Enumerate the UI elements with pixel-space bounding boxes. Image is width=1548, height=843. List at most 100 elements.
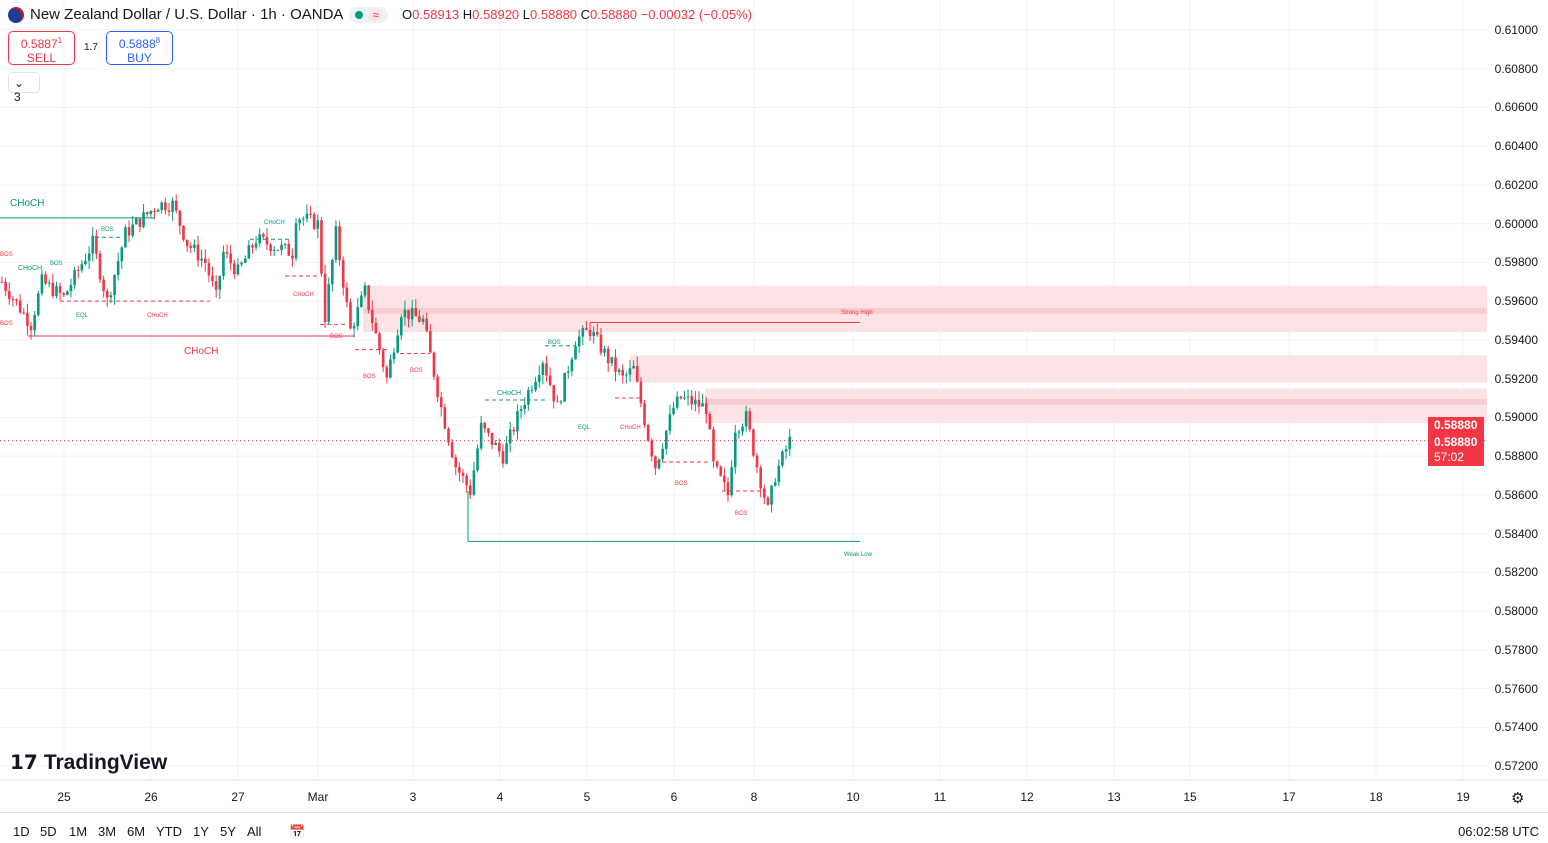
- structure-label: BOS: [363, 374, 376, 380]
- candle-body: [537, 375, 541, 382]
- indicator-count: 3: [14, 90, 21, 104]
- date-range-calendar-icon[interactable]: 📅: [289, 824, 306, 839]
- candle-body: [425, 318, 429, 332]
- candle-body: [18, 300, 22, 313]
- range-button-6m[interactable]: 6M: [127, 824, 146, 839]
- candle-body: [516, 411, 519, 432]
- candle-body: [124, 227, 127, 248]
- candle-body: [62, 293, 66, 295]
- time-tick: 18: [1369, 790, 1383, 804]
- tradingview-logo[interactable]: 𝟭𝟳 TradingView: [10, 750, 167, 775]
- candle-body: [628, 368, 632, 375]
- price-tick: 0.60000: [1494, 216, 1538, 231]
- candle-body: [47, 282, 51, 284]
- price-tick: 0.58600: [1494, 487, 1538, 502]
- range-button-1d[interactable]: 1D: [13, 824, 30, 839]
- candle-body: [414, 308, 418, 317]
- range-button-1m[interactable]: 1M: [69, 824, 88, 839]
- settings-icon[interactable]: ⚙: [1511, 790, 1525, 807]
- low-label: L: [522, 7, 531, 22]
- indicators-toggle[interactable]: ⌄ 3: [8, 72, 40, 104]
- candle-body: [697, 399, 701, 407]
- candle-body: [84, 260, 87, 265]
- price-tick: 0.59200: [1494, 371, 1538, 386]
- candle-body: [744, 411, 748, 427]
- candle-body: [704, 403, 708, 414]
- candle-body: [349, 302, 352, 329]
- candle-body: [396, 335, 399, 353]
- buy-price: 0.5888: [118, 37, 156, 51]
- price-chart[interactable]: CHoCH CHoCH BOS CHoCH BOS EQL CHoCH CHoCH CHoCH B…: [0, 0, 1548, 812]
- chevron-down-icon: ⌄: [14, 76, 25, 90]
- symbol-title[interactable]: New Zealand Dollar / U.S. Dollar · 1h · …: [30, 6, 344, 23]
- candle-body: [686, 396, 690, 398]
- price-tick: 0.60200: [1494, 177, 1538, 192]
- nzd-usd-flag-icon: [8, 6, 24, 23]
- candle-body: [759, 467, 762, 489]
- buy-button[interactable]: 0.58888 BUY: [106, 31, 173, 65]
- candle-body: [490, 432, 494, 445]
- candle-body: [545, 363, 548, 376]
- candle-body: [530, 389, 534, 391]
- candle-body: [559, 401, 563, 403]
- structure-label: BOS: [0, 252, 13, 258]
- candle-body: [91, 235, 95, 254]
- candle-body: [501, 451, 505, 464]
- candle-body: [574, 346, 577, 360]
- candle-body: [556, 401, 559, 403]
- sell-button[interactable]: 0.58871 SELL: [8, 31, 75, 65]
- candle-body: [541, 363, 545, 376]
- candle-body: [650, 440, 654, 457]
- candle-body: [639, 381, 643, 404]
- range-button-5y[interactable]: 5Y: [220, 824, 236, 839]
- range-button-5d[interactable]: 5D: [40, 824, 57, 839]
- low-value: 0.58880: [530, 7, 578, 22]
- candle-body: [487, 428, 490, 433]
- candle-body: [715, 461, 719, 467]
- structure-label: CHoCH: [10, 198, 44, 209]
- candle-body: [15, 299, 18, 301]
- candle-body: [182, 225, 185, 240]
- time-tick: 4: [496, 790, 504, 804]
- candle-body: [167, 210, 171, 212]
- open-label: O: [402, 7, 413, 22]
- candle-body: [323, 273, 327, 322]
- candle-body: [701, 403, 704, 407]
- candle-body: [498, 442, 501, 452]
- candle-body: [269, 244, 272, 252]
- range-button-3m[interactable]: 3M: [98, 824, 117, 839]
- candle-body: [233, 263, 236, 275]
- supply-zone: [705, 388, 1487, 424]
- range-button-all[interactable]: All: [247, 824, 262, 839]
- time-tick: 19: [1456, 790, 1470, 804]
- candle-body: [781, 451, 784, 466]
- high-label: H: [462, 7, 473, 22]
- candle-body: [400, 317, 403, 336]
- price-tick: 0.58400: [1494, 526, 1538, 541]
- candle-body: [138, 218, 142, 227]
- clock[interactable]: 06:02:58 UTC: [1458, 824, 1539, 839]
- candle-body: [505, 443, 508, 464]
- candle-body: [338, 226, 341, 261]
- candle-body: [664, 430, 668, 449]
- structure-label: Strong High: [841, 310, 873, 316]
- time-tick: 3: [409, 790, 417, 804]
- market-status[interactable]: ≈: [349, 6, 389, 23]
- price-tick: 0.57200: [1494, 759, 1538, 774]
- candle-body: [374, 322, 378, 334]
- candle-body: [341, 260, 345, 288]
- candle-body: [222, 251, 225, 276]
- candle-body: [563, 372, 566, 402]
- price-tick: 0.59400: [1494, 332, 1538, 347]
- candle-body: [763, 488, 766, 498]
- candle-body: [657, 459, 661, 469]
- candle-body: [625, 374, 628, 376]
- candle-body: [592, 332, 595, 336]
- candle-body: [171, 200, 174, 212]
- range-button-1y[interactable]: 1Y: [193, 824, 209, 839]
- candle-body: [55, 286, 58, 297]
- logo-text: TradingView: [43, 750, 168, 774]
- close-label: C: [580, 7, 591, 22]
- range-button-ytd[interactable]: YTD: [156, 824, 182, 839]
- change-value: −0.00032 (−0.05%): [640, 7, 752, 22]
